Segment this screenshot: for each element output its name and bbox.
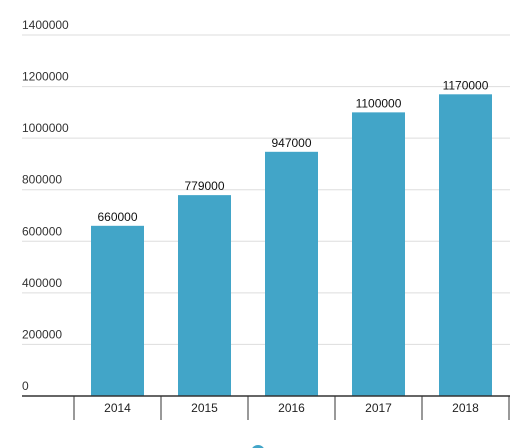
y-tick-label: 0 xyxy=(22,379,29,393)
data-label: 779000 xyxy=(184,179,224,193)
data-labels: 660000 779000 947000 1100000 1170000 xyxy=(97,78,488,224)
bar xyxy=(439,94,492,397)
bars xyxy=(91,94,492,397)
y-axis-tick-labels: 0 200000 400000 600000 800000 1000000 1200000 1… xyxy=(22,18,69,393)
x-tick-label: 2018 xyxy=(452,401,479,415)
data-label: 947000 xyxy=(271,136,311,150)
data-label: 1170000 xyxy=(443,78,489,92)
x-tick-label: 2017 xyxy=(365,401,392,415)
y-tick-label: 1200000 xyxy=(22,70,69,84)
x-tick-label: 2015 xyxy=(191,401,218,415)
legend-marker xyxy=(252,445,264,448)
data-label: 1100000 xyxy=(356,96,402,110)
bar xyxy=(91,225,144,396)
y-tick-label: 600000 xyxy=(22,224,62,238)
x-axis-tick-labels: 2014 2015 2016 2017 2018 xyxy=(104,401,479,415)
x-axis xyxy=(22,395,510,420)
bar xyxy=(178,195,231,396)
y-tick-label: 400000 xyxy=(22,276,62,290)
bar xyxy=(352,112,405,396)
data-label: 660000 xyxy=(97,210,137,224)
y-tick-label: 800000 xyxy=(22,173,62,187)
legend xyxy=(252,445,264,448)
y-tick-label: 1000000 xyxy=(22,121,69,135)
y-tick-label: 1400000 xyxy=(22,18,69,32)
x-tick-label: 2016 xyxy=(278,401,305,415)
x-tick-label: 2014 xyxy=(104,401,131,415)
bar xyxy=(265,151,318,396)
y-tick-label: 200000 xyxy=(22,327,62,341)
